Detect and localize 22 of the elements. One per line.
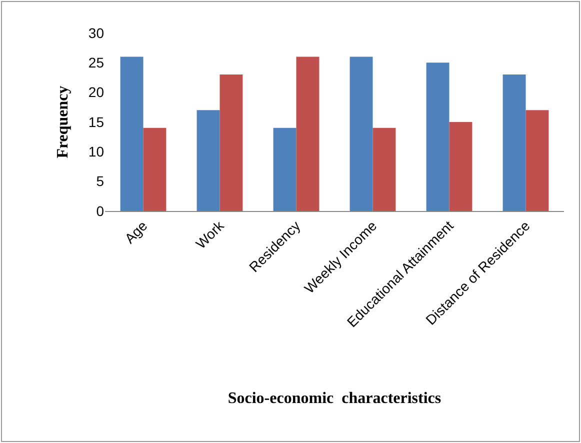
bar [449,122,472,211]
bar [143,128,166,211]
bar [220,74,243,211]
y-tick-label: 20 [88,84,104,100]
y-tick-label: 5 [96,173,104,190]
y-tick-label: 30 [88,24,104,41]
bar [350,56,373,211]
y-tick-label: 25 [88,54,104,71]
x-axis-title: Socio-economic characteristics [228,390,442,407]
y-axis-title: Frequency [54,86,72,158]
bar [296,56,320,211]
bar [526,110,549,211]
bar [372,128,396,211]
bar [196,110,220,211]
bar [120,56,144,211]
bar [426,62,450,211]
y-tick-label: 15 [88,114,104,130]
bar [502,74,526,211]
y-tick-label: 0 [96,202,104,219]
bar [273,128,296,211]
y-tick-label: 10 [88,144,104,160]
x-tick-label: Age [121,217,150,246]
